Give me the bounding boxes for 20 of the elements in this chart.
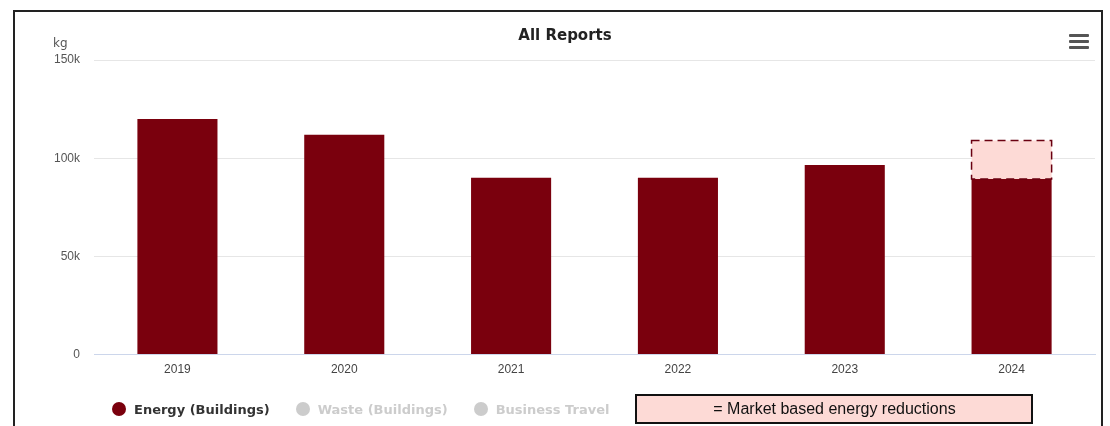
x-tick-label: 2019 — [164, 362, 192, 377]
bar — [137, 118, 218, 355]
x-tick-label: 2022 — [664, 362, 692, 377]
legend-label: Energy (Buildings) — [134, 401, 270, 417]
y-tick-label: 150k — [53, 52, 82, 67]
chart-title: All Reports — [518, 26, 612, 44]
y-tick-label: 50k — [60, 248, 82, 263]
y-axis-title: kg — [53, 36, 68, 50]
bar — [804, 165, 885, 355]
x-tick-label: 2024 — [998, 362, 1026, 377]
y-tick-label: 0 — [73, 346, 81, 361]
y-tick-label: 100k — [53, 150, 82, 165]
text: = Market based energy reductions — [635, 394, 1034, 424]
x-tick-label: 2021 — [497, 362, 525, 377]
x-tick-label: 2023 — [831, 362, 859, 377]
bar — [471, 177, 552, 355]
bar — [304, 134, 385, 355]
bar — [637, 177, 718, 355]
x-tick-label: 2020 — [330, 362, 358, 377]
bar — [971, 179, 1052, 355]
